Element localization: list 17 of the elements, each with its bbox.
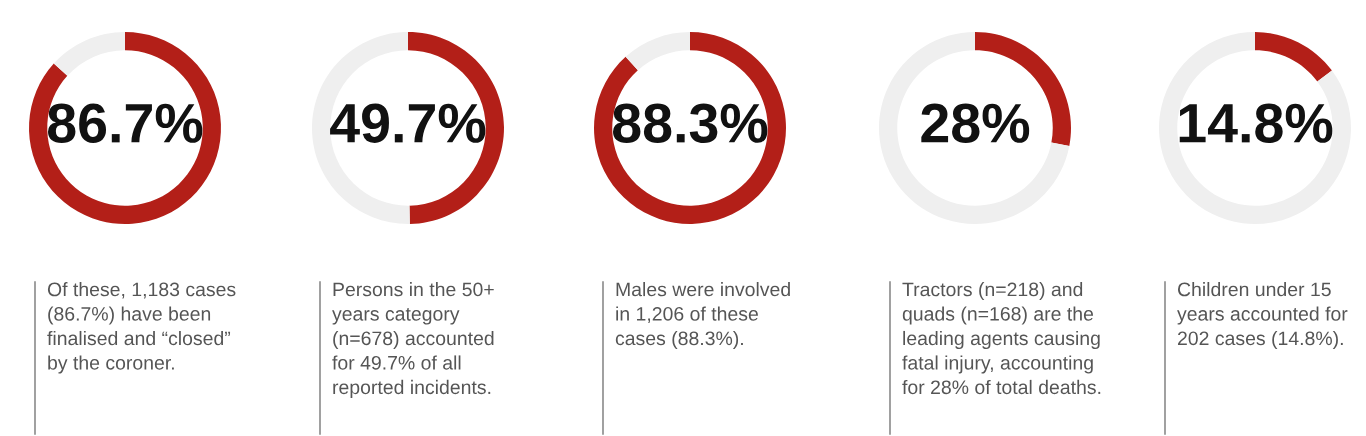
donut-slice: [594, 32, 786, 224]
donut-slice: [879, 32, 1070, 224]
data-label: 14.8%: [1179, 103, 1333, 143]
text: Of these, 1,183 cases (86.7%) have been finalised and “closed” by the coroner.: [47, 282, 236, 374]
text: Tractors (n=218) and quads (n=168) are the leading agents causing fatal injury, accounting for 28% of total deaths.: [902, 282, 1101, 395]
donut-slice: [625, 32, 690, 71]
text: Children under 15 years accounted for 202 cases (14.8%).: [1177, 282, 1348, 350]
text: Males were involved in 1,206 of these cases (88.3%).: [615, 282, 790, 350]
donut-slice: [53, 32, 125, 76]
donut-slice: [1159, 32, 1351, 224]
text: Persons in the 50+ years category (n=678) accounted for 49.7% of all reported incidents.: [332, 282, 494, 398]
data-label: 86.7%: [48, 103, 203, 143]
data-label: 28%: [921, 103, 1030, 143]
donut-slice: [1255, 32, 1332, 82]
data-label: 88.3%: [613, 103, 768, 143]
donut-slice: [29, 32, 221, 224]
data-label: 49.7%: [330, 103, 486, 143]
